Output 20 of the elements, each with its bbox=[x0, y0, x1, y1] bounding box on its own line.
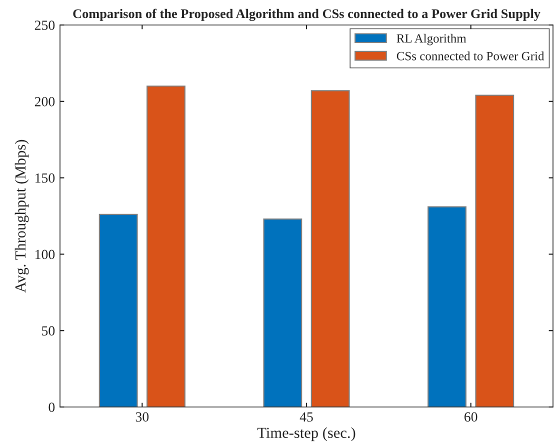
x-tick-label: 45 bbox=[300, 412, 313, 422]
y-tick-label: 0 bbox=[48, 402, 55, 412]
bar bbox=[146, 86, 186, 407]
x-tick-label: 60 bbox=[464, 412, 478, 422]
y-axis-title: Avg. Throughput (Mbps) bbox=[14, 140, 29, 293]
bar bbox=[263, 218, 302, 407]
bar bbox=[98, 214, 138, 407]
y-tick-label: 50 bbox=[42, 326, 55, 336]
bar bbox=[310, 90, 350, 407]
x-tick-label: 30 bbox=[136, 412, 149, 422]
legend-label: RL Algorithm bbox=[396, 34, 466, 46]
bar bbox=[428, 206, 466, 407]
chart-title: Comparison of the Proposed Algorithm and CSs connected to a Power Grid Supply bbox=[73, 8, 540, 21]
legend-label: CSs connected to Power Grid bbox=[396, 52, 544, 60]
y-tick-label: 100 bbox=[36, 250, 55, 260]
y-tick-label: 150 bbox=[36, 173, 55, 183]
x-axis-title: Time-step (sec.) bbox=[257, 427, 356, 442]
bar bbox=[475, 94, 514, 407]
y-tick-label: 250 bbox=[34, 20, 55, 30]
y-tick-label: 200 bbox=[34, 96, 55, 106]
